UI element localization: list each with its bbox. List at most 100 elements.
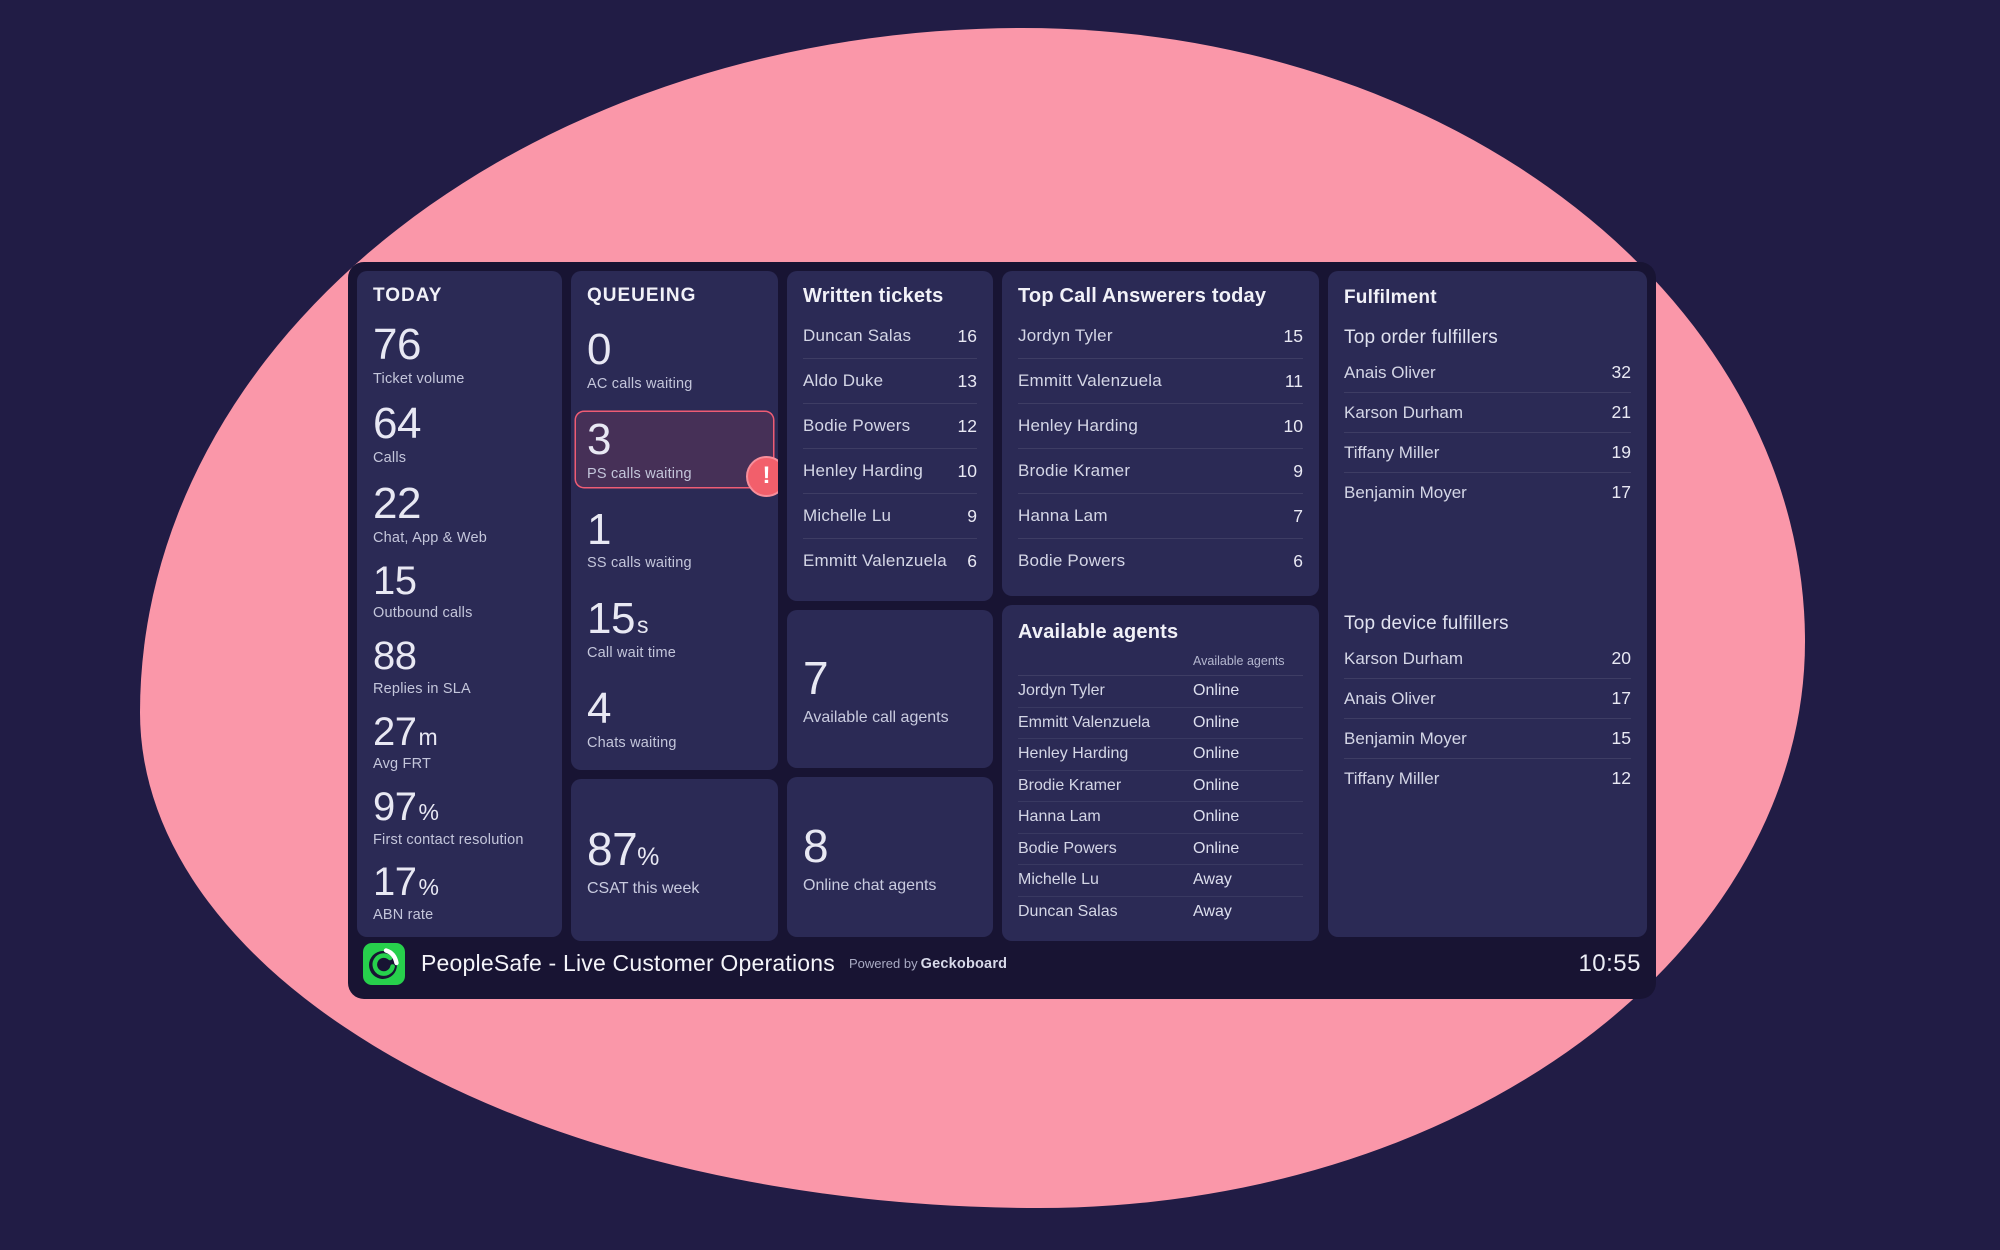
metric-number: 0 — [587, 325, 611, 375]
table-row: Brodie Kramer 9 — [1018, 449, 1303, 494]
written-tickets-card: Written tickets Duncan Salas 16 Aldo Duk… — [787, 271, 993, 601]
ticket-count: 10 — [957, 460, 977, 481]
metric-value: 3 — [587, 416, 762, 463]
today-card: TODAY 76 Ticket volume 64 Calls — [357, 271, 562, 937]
dashboard-footer: PeopleSafe - Live Customer Operations Po… — [357, 937, 1647, 990]
alert-icon: ! — [746, 455, 778, 497]
table-row: Karson Durham 21 — [1344, 393, 1631, 433]
table-row: Bodie Powers Online — [1018, 834, 1303, 865]
available-agents-card: Available agents Available agents Jordyn… — [1002, 605, 1319, 941]
metric-number: 97 — [373, 784, 417, 829]
agent-name: Bodie Powers — [1018, 551, 1126, 570]
table-row: Henley Harding 10 — [803, 449, 977, 494]
metric: 88 Replies in SLA — [373, 634, 546, 696]
agent-status: Online — [1193, 776, 1240, 794]
available-agents-header-row: Available agents — [1018, 654, 1303, 676]
table-row: Bodie Powers 6 — [1018, 539, 1303, 583]
table-row: Michelle Lu Away — [1018, 865, 1303, 897]
online-chat-agents-label: Online chat agents — [803, 877, 937, 894]
calls-count: 11 — [1284, 370, 1303, 391]
table-row: Karson Durham 20 — [1344, 639, 1631, 679]
top-order-fulfillers-subtitle: Top order fulfillers — [1344, 327, 1498, 348]
top-call-answerers-card: Top Call Answerers today Jordyn Tyler 15… — [1002, 271, 1319, 596]
fulfiller-name: Karson Durham — [1344, 402, 1464, 422]
ticket-count: 16 — [957, 325, 977, 346]
metric-number: 27 — [373, 709, 417, 754]
table-row: Anais Oliver 17 — [1344, 679, 1631, 719]
metric-value: 15 — [373, 560, 546, 603]
available-call-agents-label: Available call agents — [803, 709, 949, 726]
orders-count: 32 — [1611, 362, 1631, 382]
table-row: Emmitt Valenzuela 6 — [803, 539, 977, 583]
available-call-agents-value: 7 — [803, 652, 829, 704]
table-row: Emmitt Valenzuela 11 — [1018, 359, 1303, 404]
agent-name: Emmitt Valenzuela — [803, 551, 947, 570]
metric-label: Calls — [373, 450, 407, 467]
agent-name: Michelle Lu — [1018, 871, 1099, 889]
metric-label: Chats waiting — [587, 734, 677, 751]
available-call-agents-card: 7 Available call agents — [787, 610, 993, 768]
metric-number: 1 — [587, 504, 611, 554]
powered-by-prefix: Powered by — [848, 955, 918, 971]
table-row: Hanna Lam 7 — [1018, 494, 1303, 539]
calls-count: 10 — [1283, 415, 1303, 436]
clock: 10:55 — [1578, 949, 1641, 977]
metric-value: 15s — [587, 596, 762, 642]
table-row: Henley Harding 10 — [1018, 404, 1303, 449]
csat-value: 87% — [587, 822, 762, 876]
written-tickets-list: Duncan Salas 16 Aldo Duke 13 Bodie Power… — [803, 314, 977, 583]
agent-status: Away — [1193, 902, 1232, 920]
metric-label: Outbound calls — [373, 605, 473, 622]
agent-name: Duncan Salas — [803, 326, 912, 345]
ticket-count: 6 — [967, 550, 977, 571]
agent-name: Emmitt Valenzuela — [1018, 713, 1151, 731]
online-chat-agents-card: 8 Online chat agents — [787, 777, 993, 937]
metric-value: 4 — [587, 686, 762, 732]
metric-value: 0 — [587, 327, 762, 373]
agent-name: Brodie Kramer — [1018, 461, 1131, 480]
agent-name: Michelle Lu — [803, 506, 892, 525]
written-tickets-title: Written tickets — [803, 285, 944, 307]
metric-number: 88 — [373, 634, 417, 679]
table-row: Aldo Duke 13 — [803, 359, 977, 404]
table-row: Henley Harding Online — [1018, 739, 1303, 771]
devices-count: 12 — [1611, 768, 1631, 788]
fulfilment-card: Fulfilment Top order fulfillers Anais Ol… — [1328, 271, 1647, 937]
table-row: Jordyn Tyler 15 — [1018, 314, 1303, 359]
available-agents-title: Available agents — [1018, 621, 1179, 643]
agent-status: Online — [1193, 745, 1240, 763]
csat-unit: % — [637, 843, 659, 871]
top-device-fulfillers-list: Karson Durham 20 Anais Oliver 17 Benjami… — [1344, 639, 1631, 798]
devices-count: 15 — [1611, 728, 1631, 748]
agent-name: Duncan Salas — [1018, 902, 1118, 920]
metric: 15 Outbound calls — [373, 560, 546, 622]
metric-unit: % — [418, 874, 439, 901]
top-order-fulfillers-list: Anais Oliver 32 Karson Durham 21 Tiffany… — [1344, 353, 1631, 512]
today-title: TODAY — [373, 285, 443, 306]
devices-count: 20 — [1611, 648, 1631, 668]
agent-status: Online — [1193, 713, 1240, 731]
metric-number: 76 — [373, 319, 421, 369]
table-row: Duncan Salas 16 — [803, 314, 977, 359]
agent-status: Online — [1193, 839, 1240, 857]
top-call-answerers-list: Jordyn Tyler 15 Emmitt Valenzuela 11 Hen… — [1018, 314, 1303, 583]
csat-label: CSAT this week — [587, 880, 700, 897]
fulfiller-name: Anais Oliver — [1344, 362, 1436, 382]
table-row: Anais Oliver 32 — [1344, 353, 1631, 393]
calls-count: 6 — [1293, 550, 1303, 571]
csat-number: 87 — [587, 823, 638, 875]
column-tickets-agents: Written tickets Duncan Salas 16 Aldo Duk… — [787, 271, 993, 941]
orders-count: 17 — [1611, 482, 1631, 502]
orders-count: 19 — [1611, 442, 1631, 462]
agent-name: Aldo Duke — [803, 371, 884, 390]
metric-value: 17% — [373, 862, 546, 904]
csat-card: 87% CSAT this week — [571, 779, 778, 941]
metric-unit: % — [418, 798, 439, 825]
fulfiller-name: Anais Oliver — [1344, 688, 1436, 708]
fulfiller-name: Tiffany Miller — [1344, 768, 1440, 788]
table-row: Tiffany Miller 19 — [1344, 433, 1631, 473]
agent-name: Bodie Powers — [803, 416, 911, 435]
table-row: Emmitt Valenzuela Online — [1018, 708, 1303, 739]
table-row: Duncan Salas Away — [1018, 897, 1303, 928]
calls-count: 9 — [1293, 460, 1303, 481]
